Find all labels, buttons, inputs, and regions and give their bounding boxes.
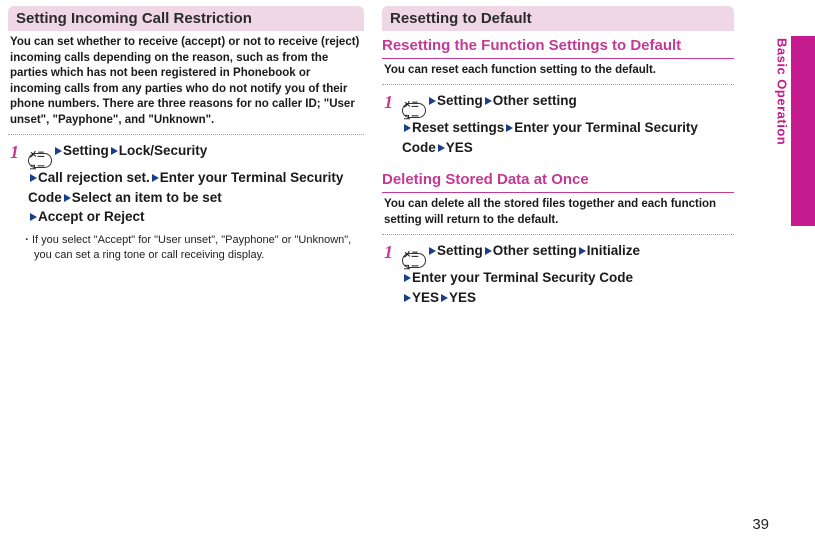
side-tab-bar: [791, 36, 815, 226]
divider: [382, 234, 734, 235]
step-number: 1: [384, 91, 396, 111]
intro-text-sub1: You can reset each function setting to t…: [382, 63, 734, 81]
nav-segment: Other setting: [493, 243, 577, 258]
arrow-icon: [485, 247, 492, 255]
nav-segment: YES: [412, 290, 439, 305]
subheading-reset-func: Resetting the Function Settings to Defau…: [382, 35, 734, 59]
step-body: メニューSettingOther setting Reset settingsE…: [402, 91, 734, 157]
menu-icon: メニュー: [402, 253, 426, 268]
step-body: メニュー Setting Lock/Security Call rejection …: [28, 141, 364, 227]
arrow-icon: [404, 294, 411, 302]
menu-icon: メニュー: [28, 153, 52, 168]
intro-text-left: You can set whether to receive (accept) …: [8, 35, 364, 130]
step-number: 1: [384, 241, 396, 261]
spacer: [382, 157, 734, 167]
nav-segment: Setting: [63, 143, 109, 158]
arrow-icon: [404, 124, 411, 132]
step-row: 1 メニュー Setting Other setting Initialize Ent…: [382, 241, 734, 307]
nav-segment: Initialize: [587, 243, 640, 258]
nav-segment: Setting: [437, 243, 483, 258]
bullet-dot: ･: [24, 233, 32, 248]
section-heading-right: Resetting to Default: [382, 6, 734, 31]
step-number: 1: [10, 141, 22, 161]
nav-segment: Enter your Terminal Security Code: [412, 270, 633, 285]
side-tab-label: Basic Operation: [773, 36, 791, 186]
arrow-icon: [30, 213, 37, 221]
arrow-icon: [64, 194, 71, 202]
page-content: Setting Incoming Call Restriction You ca…: [0, 0, 770, 543]
arrow-icon: [30, 174, 37, 182]
nav-segment: Setting: [437, 93, 483, 108]
nav-segment: YES: [446, 140, 473, 155]
left-column: Setting Incoming Call Restriction You ca…: [8, 6, 378, 543]
nav-segment: Other setting: [493, 93, 577, 108]
divider: [8, 134, 364, 135]
nav-segment: YES: [449, 290, 476, 305]
subheading-delete-data: Deleting Stored Data at Once: [382, 169, 734, 193]
arrow-icon: [404, 274, 411, 282]
arrow-icon: [429, 97, 436, 105]
arrow-icon: [55, 147, 62, 155]
page-number: 39: [752, 516, 769, 533]
nav-segment: Lock/Security: [119, 143, 208, 158]
nav-segment: Call rejection set.: [38, 170, 150, 185]
step-row: 1 メニュー Setting Lock/Security Call rejectio…: [8, 141, 364, 227]
intro-text-sub2: You can delete all the stored files toge…: [382, 197, 734, 230]
step-row: 1 メニュー Setting Other setting Reset setting…: [382, 91, 734, 157]
arrow-icon: [429, 247, 436, 255]
step-body: メニュー Setting Other setting Initialize Enter…: [402, 241, 640, 307]
arrow-icon: [441, 294, 448, 302]
arrow-icon: [152, 174, 159, 182]
section-heading-left: Setting Incoming Call Restriction: [8, 6, 364, 31]
nav-segment: Accept or Reject: [38, 209, 145, 224]
divider: [382, 84, 734, 85]
nav-segment: Reset settings: [412, 120, 504, 135]
arrow-icon: [111, 147, 118, 155]
arrow-icon: [506, 124, 513, 132]
menu-icon: メニュー: [402, 103, 426, 118]
bullet-note: ･If you select "Accept" for "User unset"…: [8, 227, 364, 264]
right-column: Resetting to Default Resetting the Funct…: [378, 6, 748, 543]
arrow-icon: [485, 97, 492, 105]
bullet-text: If you select "Accept" for "User unset",…: [32, 234, 351, 261]
nav-segment: Select an item to be set: [72, 190, 222, 205]
arrow-icon: [579, 247, 586, 255]
arrow-icon: [438, 144, 445, 152]
